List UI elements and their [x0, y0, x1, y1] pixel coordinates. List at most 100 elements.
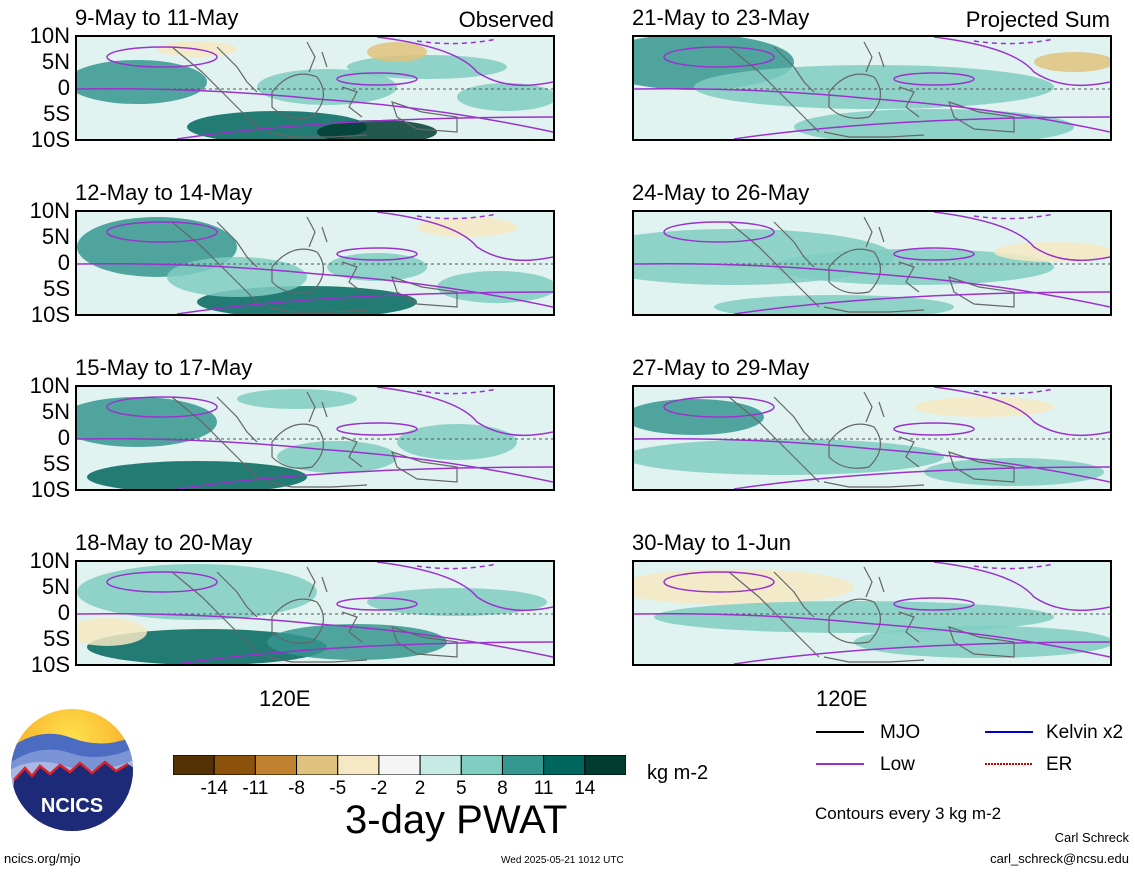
map-plot	[632, 210, 1112, 316]
panel-title: 15-May to 17-May	[75, 355, 253, 380]
colorbar-tick-label: -14	[200, 778, 228, 799]
lat-label: 0	[57, 600, 70, 625]
lat-label: 5N	[41, 399, 70, 424]
lat-label: 5N	[41, 574, 70, 599]
lat-label: 5S	[43, 101, 70, 126]
lat-label: 5N	[41, 224, 70, 249]
low-contours	[77, 212, 553, 314]
colorbar	[172, 754, 627, 776]
legend-kelvin-swatch	[985, 731, 1033, 765]
lat-label: 5S	[43, 451, 70, 476]
colorbar-swatch	[172, 754, 215, 776]
lon-label-right: 120E	[816, 686, 868, 711]
coastlines	[171, 391, 458, 488]
pwat-anomaly	[397, 424, 517, 460]
colorbar-swatch	[296, 754, 339, 776]
lat-label: 5S	[43, 276, 70, 301]
pwat-anomaly	[77, 60, 207, 104]
pwat-anomaly	[994, 242, 1110, 262]
lat-label: 10S	[30, 302, 70, 327]
pwat-anomaly	[367, 42, 427, 62]
pwat-anomaly	[77, 397, 217, 447]
pwat-anomaly	[457, 83, 553, 111]
pwat-anomaly	[77, 564, 317, 620]
lat-label: 10N	[29, 373, 70, 398]
legend-low-label: Low	[880, 754, 915, 775]
colorbar-swatch	[254, 754, 298, 776]
panel-title: 12-May to 14-May	[75, 180, 253, 205]
pwat-anomaly	[634, 439, 944, 475]
panel-tag: Observed	[458, 7, 554, 32]
colorbar-swatch	[460, 754, 503, 776]
panel-title: 24-May to 26-May	[632, 180, 810, 205]
colorbar-tick-label: -5	[329, 778, 347, 799]
lat-label: 5S	[43, 626, 70, 651]
lat-label: 0	[57, 425, 70, 450]
colorbar-swatch	[584, 754, 627, 776]
map-plot	[632, 35, 1112, 141]
pwat-anomaly	[77, 618, 147, 646]
lat-label: 0	[57, 75, 70, 100]
pwat-anomaly	[237, 389, 357, 409]
pwat-anomaly	[327, 253, 427, 281]
pwat-anomaly	[417, 217, 517, 237]
pwat-anomaly	[267, 624, 447, 660]
map-plot	[75, 385, 555, 491]
lat-label: 10N	[29, 198, 70, 223]
coastlines	[728, 391, 1015, 488]
colorbar-tick-label: -2	[370, 778, 388, 799]
colorbar-swatch	[378, 754, 421, 776]
panel-title: 27-May to 29-May	[632, 355, 810, 380]
lat-label: 5N	[41, 49, 70, 74]
lat-label: 10S	[30, 477, 70, 502]
map-plot	[75, 560, 555, 666]
legend-er-label: ER	[1046, 754, 1073, 775]
low-contours	[77, 37, 553, 139]
lat-label: 10N	[29, 548, 70, 573]
colorbar-tick-label: -8	[288, 778, 305, 799]
pwat-anomaly	[1034, 52, 1110, 72]
pwat-anomaly	[694, 65, 1054, 109]
lon-label-left: 120E	[259, 686, 311, 711]
lat-label: 10S	[30, 127, 70, 152]
colorbar-swatch	[213, 754, 256, 776]
map-plot	[75, 35, 555, 141]
panel-title: 18-May to 20-May	[75, 530, 253, 555]
colorbar-swatch	[337, 754, 380, 776]
low-contours	[634, 387, 1110, 489]
colorbar-tick-label: 11	[533, 778, 554, 799]
pwat-anomaly	[87, 629, 327, 664]
colorbar-tick-label: 2	[414, 778, 426, 799]
lat-label: 0	[57, 250, 70, 275]
map-plot	[75, 210, 555, 316]
pwat-anomaly	[854, 626, 1110, 658]
pwat-anomaly	[317, 120, 437, 139]
pwat-anomaly	[367, 588, 547, 616]
footer-email: carl_schreck@ncsu.edu	[990, 851, 1129, 866]
pwat-anomaly	[277, 441, 397, 473]
panel-title: 30-May to 1-Jun	[632, 530, 791, 555]
coastlines	[171, 566, 458, 663]
map-plot	[632, 385, 1112, 491]
colorbar-units: kg m-2	[647, 762, 709, 784]
legend-mjo-label: MJO	[880, 722, 921, 743]
pwat-anomaly	[914, 397, 1054, 417]
pwat-anomaly	[87, 461, 307, 489]
colorbar-swatch	[501, 754, 545, 776]
logo-text: NCICS	[41, 795, 103, 817]
colorbar-swatch	[419, 754, 462, 776]
low-contours	[634, 562, 1110, 664]
panel-title: 9-May to 11-May	[75, 5, 239, 30]
coastlines	[728, 216, 1015, 313]
ncics-logo: NCICS	[10, 708, 134, 832]
colorbar-tick-label: -11	[242, 778, 269, 799]
lat-label: 10S	[30, 652, 70, 677]
footer-author: Carl Schreck	[1054, 830, 1129, 845]
colorbar-tick-label: 5	[455, 778, 467, 799]
legend-mjo-swatch	[816, 731, 864, 765]
low-contours	[634, 37, 1110, 139]
footer-timestamp: Wed 2025-05-21 1012 UTC	[501, 855, 624, 866]
contours-note: Contours every 3 kg m-2	[815, 804, 1002, 823]
legend-kelvin-label: Kelvin x2	[1046, 722, 1124, 743]
pwat-anomaly	[634, 569, 854, 605]
